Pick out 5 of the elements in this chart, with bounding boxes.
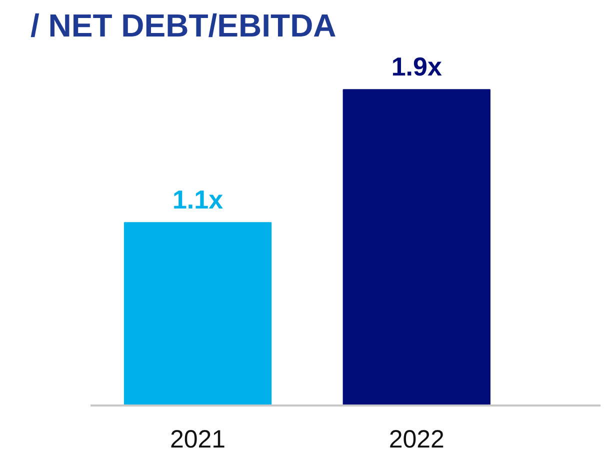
chart-title: / NET DEBT/EBITDA [30,8,336,44]
x-tick-label: 2021 [170,426,226,454]
data-label: 1.1x [172,184,224,215]
x-tick-label: 2022 [388,426,444,454]
data-label: 1.9x [391,52,442,82]
